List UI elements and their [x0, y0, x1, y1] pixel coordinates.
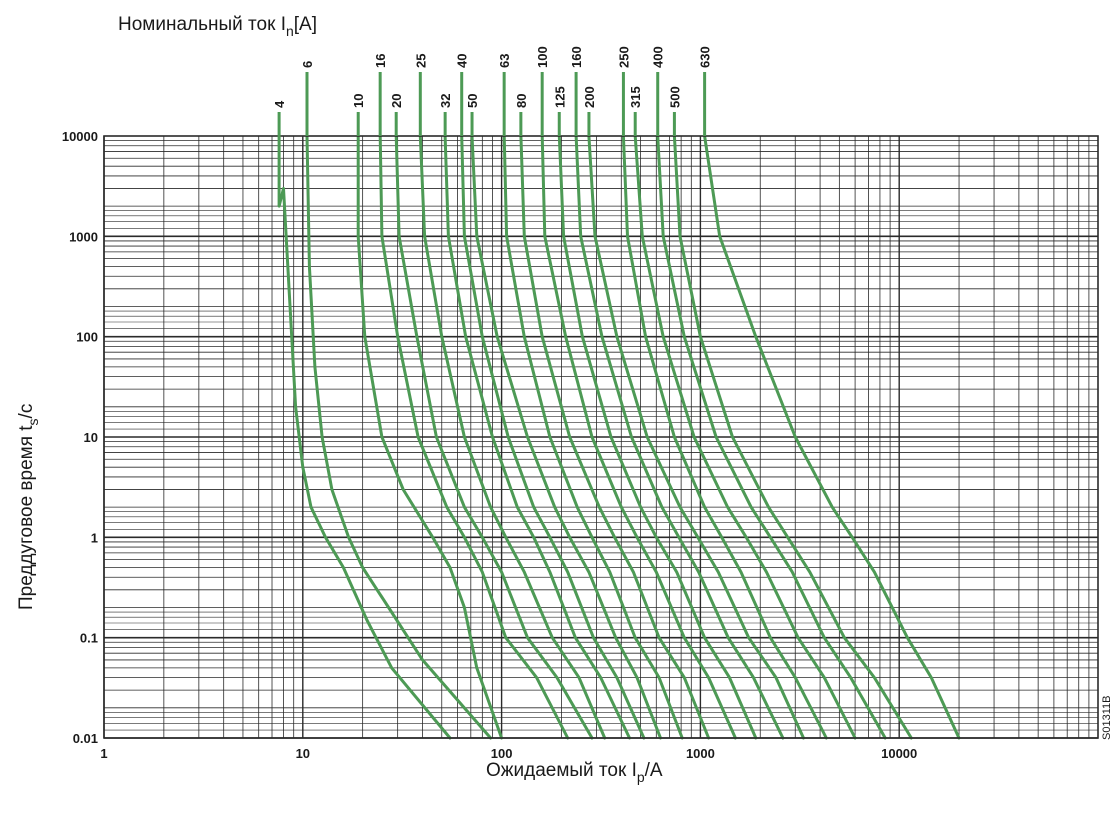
- x-tick-label: 1000: [686, 746, 715, 761]
- fuse-curve-100: [540, 134, 737, 740]
- x-tick-label: 10: [296, 746, 310, 761]
- rating-label-400: 400: [651, 46, 666, 68]
- fuse-curve-315: [633, 134, 857, 740]
- fuse-curve-32: [443, 134, 631, 740]
- frame-layer: [103, 135, 1099, 739]
- y-tick-label: 0.01: [73, 731, 98, 746]
- tick-layer: 1 10 100 1000 10000 10000 1000 100 10 1 0.1 0.01: [62, 129, 917, 761]
- rating-label-16: 16: [373, 54, 388, 68]
- plot-frame: [103, 135, 1099, 739]
- y-axis-title-suffix: /c: [16, 404, 37, 419]
- rating-label-4: 4: [272, 100, 287, 108]
- y-tick-label: 1000: [69, 229, 98, 244]
- y-axis-title-main: Преддуговое время t: [16, 425, 37, 610]
- rating-label-250: 250: [616, 46, 631, 68]
- fuse-curve-6: [305, 134, 493, 740]
- rating-label-630: 630: [698, 46, 713, 68]
- x-tick-label: 10000: [881, 746, 917, 761]
- y-tick-label: 1: [91, 530, 98, 545]
- y-tick-label: 10: [84, 430, 98, 445]
- rating-label-32: 32: [438, 94, 453, 108]
- rating-label-125: 125: [552, 86, 567, 108]
- rating-label-20: 20: [389, 94, 404, 108]
- fuse-curve-16: [378, 134, 570, 740]
- fuse-curve-25: [418, 134, 607, 740]
- chart-title-main: Номинальный ток I: [118, 14, 286, 35]
- fuse-curve-50: [470, 134, 662, 740]
- chart-title-suffix: [A]: [294, 14, 317, 35]
- series-layer: [277, 134, 961, 740]
- chart-title: Номинальный ток In[A]: [118, 14, 317, 39]
- x-axis-title-sub: p: [637, 769, 645, 785]
- y-axis-title-sub: s: [25, 418, 41, 425]
- fuse-curve-250: [621, 134, 828, 740]
- y-axis-title: Преддуговое время ts/c: [16, 404, 41, 610]
- y-tick-label: 0.1: [80, 631, 98, 646]
- chart-title-sub: n: [286, 23, 294, 39]
- rating-label-200: 200: [582, 86, 597, 108]
- fuse-curve-500: [672, 134, 913, 740]
- fuse-curve-400: [656, 134, 887, 740]
- fuse-curve-630: [703, 134, 961, 740]
- fuse-curve-40: [460, 134, 646, 740]
- fuse-curve-125: [557, 134, 758, 740]
- rating-label-6: 6: [300, 61, 315, 68]
- y-tick-label: 10000: [62, 129, 98, 144]
- x-tick-label: 100: [491, 746, 513, 761]
- rating-label-315: 315: [628, 86, 643, 108]
- rating-label-40: 40: [455, 54, 470, 68]
- rating-label-10: 10: [351, 94, 366, 108]
- rating-label-50: 50: [465, 94, 480, 108]
- rating-label-25: 25: [413, 54, 428, 68]
- rating-label-500: 500: [667, 86, 682, 108]
- x-axis-title-main: Ожидаемый ток I: [486, 760, 637, 781]
- rating-label-layer: 4 6 10 16 20 25 32 40 50 63 80 100 125 160 200 250 315 40…: [272, 46, 713, 207]
- fuse-curve-160: [574, 134, 785, 740]
- drawing-code-label: S01311B: [1101, 696, 1113, 740]
- fuse-curve-10: [356, 134, 504, 740]
- fuse-curve-4: [277, 187, 452, 740]
- fuse-curve-63: [502, 134, 684, 740]
- x-tick-label: 1: [100, 746, 107, 761]
- rating-label-100: 100: [535, 46, 550, 68]
- x-axis-title: Ожидаемый ток Ip/A: [486, 760, 663, 785]
- rating-label-80: 80: [514, 94, 529, 108]
- rating-label-160: 160: [569, 46, 584, 68]
- fuse-curve-200: [587, 134, 805, 740]
- y-tick-label: 100: [76, 330, 98, 345]
- fuse-curve-20: [394, 134, 594, 740]
- x-axis-title-suffix: /A: [645, 760, 663, 781]
- rating-label-63: 63: [497, 54, 512, 68]
- fuse-curve-80: [519, 134, 711, 740]
